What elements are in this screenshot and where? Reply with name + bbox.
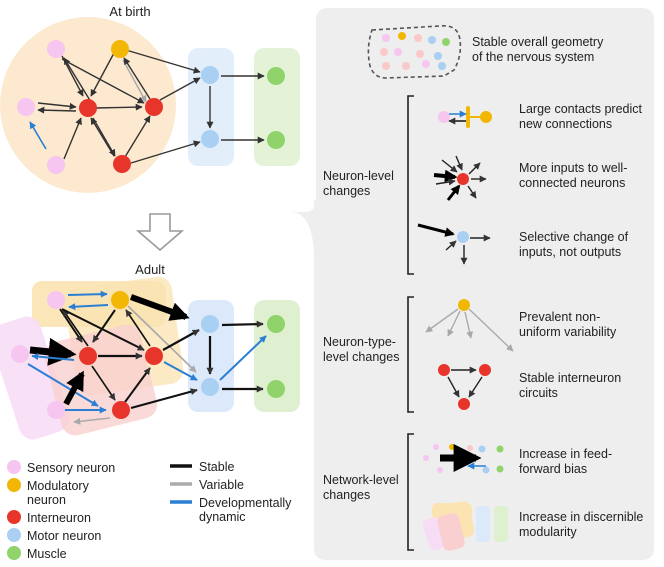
type-item-1-line2: uniform variability [519,325,617,339]
non-uniform-variability-icon [425,299,514,352]
legend-modulatory: Modulatory neuron [27,479,92,507]
neuron-item-1-line1: Large contacts predict [519,102,643,116]
adult-muscle-region [254,300,300,412]
birth-muscle-region [254,48,300,166]
legend-sensory: Sensory neuron [27,461,115,475]
legend-muscle: Muscle [27,547,67,561]
overall-geometry-text: Stable overall geometry of the nervous s… [472,35,607,64]
neuron-item-1: Large contacts predict new connections [519,102,645,131]
development-arrow-icon [135,213,185,252]
birth-title: At birth [109,4,150,19]
network-item-2: Increase in discernible modularity [519,510,647,539]
geometry-dots [380,32,450,70]
legend-edge-types: Stable Variable Developmentally dynamic [170,460,295,524]
neuron-item-2-line2: connected neurons [519,176,625,190]
legend-modulatory-line2: neuron [27,493,66,507]
modularity-icon [422,501,508,551]
network-level-label: Network-level changes [323,473,402,502]
type-item-2: Stable interneuron circuits [519,371,625,400]
birth-edges [29,49,265,164]
legend-interneuron: Interneuron [27,511,91,525]
neuron-item-3: Selective change of inputs, not outputs [519,230,632,259]
network-item-2-line2: modularity [519,525,577,539]
brackets [407,95,414,551]
legend-node-types: Sensory neuron Modulatory neuron Interne… [7,460,115,561]
legend-modulatory-line1: Modulatory [27,479,90,493]
legend-variable: Variable [199,478,244,492]
network-line1: Network-level [323,473,399,487]
neuron-item-3-line1: Selective change of [519,230,629,244]
adult-title: Adult [135,262,165,277]
network-item-1: Increase in feed- forward bias [519,447,616,476]
overall-line1: Stable overall geometry [472,35,604,49]
birth-motor-region [188,48,234,166]
neuron-level-line1: Neuron-level [323,169,394,183]
network-item-1-line1: Increase in feed- [519,447,612,461]
network-item-1-line2: forward bias [519,462,587,476]
neuron-item-3-line2: inputs, not outputs [519,245,621,259]
neuron-level-label: Neuron-level changes [323,169,397,198]
network-line2: changes [323,488,370,502]
type-item-2-line2: circuits [519,386,558,400]
type-item-2-line1: Stable interneuron [519,371,621,385]
type-item-1: Prevalent non- uniform variability [519,310,617,339]
legend-dynamic-line1: Developmentally [199,496,292,510]
neuron-item-2: More inputs to well- connected neurons [519,161,631,190]
neuron-type-line1: Neuron-type- [323,335,396,349]
legend-dynamic: Developmentally dynamic [199,496,295,524]
legend-dynamic-line2: dynamic [199,510,246,524]
overall-line2: of the nervous system [472,50,594,64]
type-item-1-line1: Prevalent non- [519,310,600,324]
birth-nodes [17,40,285,174]
legend-stable: Stable [199,460,234,474]
nervous-system-outline-icon [367,24,462,79]
network-item-2-line1: Increase in discernible [519,510,643,524]
large-contacts-icon [438,106,492,128]
legend-motor: Motor neuron [27,529,101,543]
feed-forward-icon [423,444,504,474]
adult-nodes [11,291,285,419]
neuron-item-1-line2: new connections [519,117,612,131]
neuron-level-line2: changes [323,184,370,198]
adult-edges [27,290,267,425]
selective-inputs-icon [417,223,491,265]
neuron-type-line2: level changes [323,350,399,364]
interneuron-circuit-icon [438,364,491,410]
neuron-type-level-label: Neuron-type- level changes [323,335,399,364]
neuron-item-2-line1: More inputs to well- [519,161,627,175]
well-connected-icon [433,155,487,201]
